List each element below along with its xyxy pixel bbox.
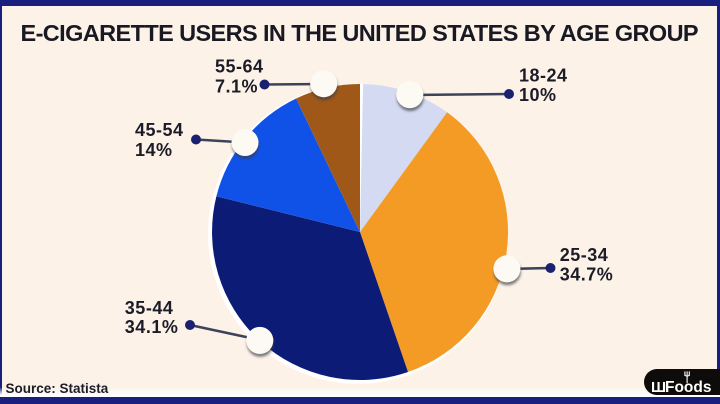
svg-text:E-CIGARETTE USERS IN THE UNITE: E-CIGARETTE USERS IN THE UNITED STATES B…	[21, 20, 699, 46]
svg-text:35-44: 35-44	[125, 298, 174, 318]
svg-text:25-34: 25-34	[560, 245, 609, 265]
svg-text:34.7%: 34.7%	[560, 264, 614, 284]
svg-text:45-54: 45-54	[135, 120, 184, 140]
svg-text:14%: 14%	[135, 140, 173, 160]
svg-text:55-64: 55-64	[215, 57, 264, 77]
svg-text:18-24: 18-24	[519, 65, 568, 85]
svg-text:10%: 10%	[519, 85, 557, 105]
svg-text:Source: Statista: Source: Statista	[6, 381, 109, 396]
svg-text:34.1%: 34.1%	[125, 317, 179, 337]
svg-text:7.1%: 7.1%	[215, 77, 258, 97]
